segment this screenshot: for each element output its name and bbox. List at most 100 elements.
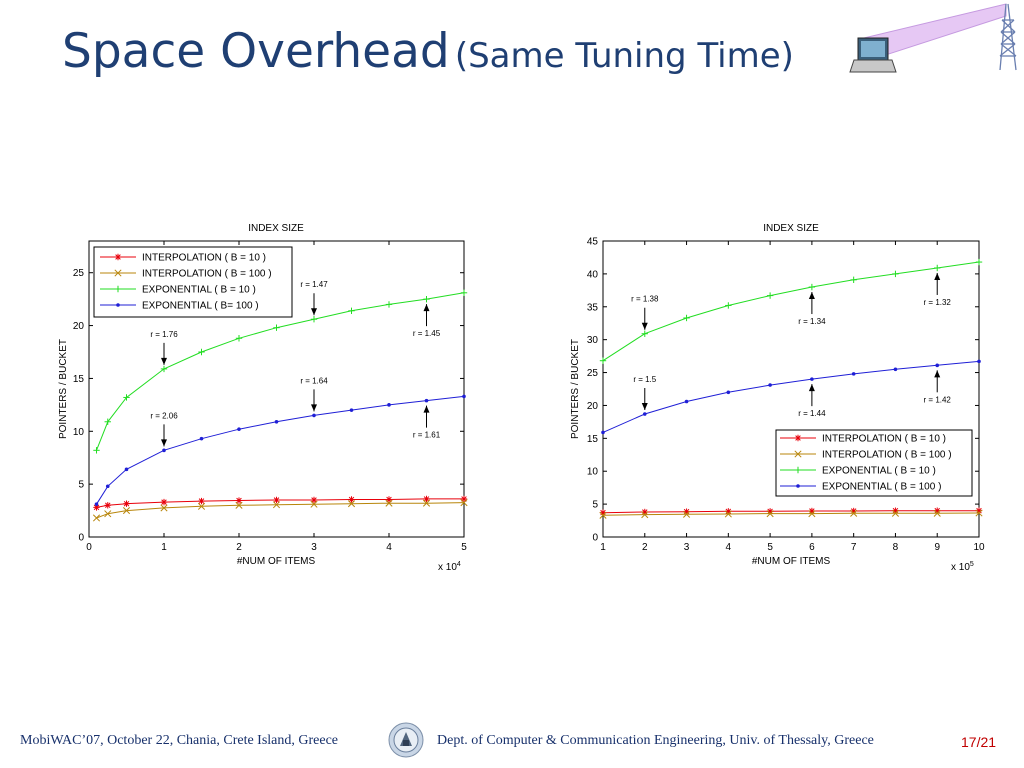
y-tick-label: 45 bbox=[587, 237, 599, 248]
data-point bbox=[850, 509, 858, 517]
x-tick-label: 8 bbox=[893, 542, 899, 553]
data-point bbox=[160, 504, 168, 512]
data-point bbox=[235, 501, 243, 509]
series-line bbox=[602, 512, 980, 516]
data-point bbox=[198, 348, 205, 356]
data-point bbox=[724, 510, 732, 518]
annotation-label: r = 1.44 bbox=[798, 409, 826, 418]
x-axis-label: #NUM OF ITEMS bbox=[237, 556, 316, 567]
x-tick-label: 4 bbox=[726, 542, 732, 553]
data-point bbox=[893, 367, 898, 372]
x-tick-label: 0 bbox=[86, 542, 92, 553]
annotation-arrowhead bbox=[641, 322, 648, 330]
y-tick-label: 40 bbox=[587, 269, 599, 280]
data-point bbox=[123, 394, 130, 401]
annotation-arrowhead bbox=[161, 439, 167, 447]
annotation-arrowhead bbox=[641, 402, 648, 410]
legend-entry: INTERPOLATION ( B = 10 ) bbox=[780, 434, 946, 445]
annotation-label: r = 1.32 bbox=[924, 298, 952, 307]
data-point bbox=[642, 412, 647, 416]
y-tick-label: 20 bbox=[587, 401, 599, 412]
series-x bbox=[599, 509, 983, 519]
data-point bbox=[310, 496, 318, 504]
slide-title: Space Overhead (Same Tuning Time) bbox=[62, 24, 794, 79]
x-tick-label: 10 bbox=[973, 542, 985, 553]
legend-entry: EXPONENTIAL ( B = 100 ) bbox=[780, 482, 941, 493]
annotation: r = 1.47 bbox=[300, 280, 328, 316]
legend-entry: EXPONENTIAL ( B = 10 ) bbox=[780, 466, 936, 477]
annotation: r = 1.34 bbox=[798, 292, 826, 326]
data-point bbox=[725, 302, 732, 309]
data-point bbox=[310, 500, 318, 508]
data-point bbox=[794, 434, 802, 442]
data-point bbox=[975, 258, 983, 266]
data-point bbox=[93, 447, 100, 454]
data-point bbox=[975, 509, 983, 517]
legend: INTERPOLATION ( B = 10 ) INTERPOLATION ( … bbox=[775, 429, 973, 497]
legend-entry: INTERPOLATION ( B = 100 ) bbox=[780, 450, 952, 461]
chart-title: INDEX SIZE bbox=[248, 223, 304, 234]
x-tick-label: 6 bbox=[809, 542, 815, 553]
data-point bbox=[235, 497, 243, 504]
data-point bbox=[235, 335, 243, 342]
legend-label: EXPONENTIAL ( B= 100 ) bbox=[142, 301, 259, 312]
annotation: r = 1.61 bbox=[413, 405, 441, 440]
data-point bbox=[460, 289, 468, 296]
data-point bbox=[116, 303, 120, 307]
y-tick-label: 30 bbox=[587, 335, 599, 346]
data-point bbox=[387, 403, 391, 407]
data-point bbox=[891, 509, 899, 517]
annotation-label: r = 1.5 bbox=[633, 375, 656, 384]
x-tick-label: 1 bbox=[161, 542, 167, 553]
data-point bbox=[599, 357, 607, 364]
data-point bbox=[160, 365, 168, 373]
x-tick-label: 7 bbox=[851, 542, 857, 553]
wireless-decoration bbox=[849, 3, 1017, 73]
annotation-label: r = 1.61 bbox=[413, 431, 441, 440]
laptop-icon bbox=[849, 37, 897, 73]
data-point bbox=[272, 501, 281, 509]
chart-title: INDEX SIZE bbox=[763, 223, 819, 234]
data-point bbox=[273, 496, 280, 504]
annotation-arrowhead bbox=[311, 308, 317, 316]
data-point bbox=[423, 295, 430, 303]
annotation: r = 1.32 bbox=[924, 272, 952, 307]
annotation-arrowhead bbox=[808, 292, 815, 300]
y-tick-label: 25 bbox=[587, 368, 599, 379]
data-point bbox=[310, 316, 318, 323]
data-point bbox=[460, 499, 468, 507]
data-point bbox=[348, 496, 355, 503]
data-point bbox=[197, 502, 206, 510]
slide-title-main: Space Overhead bbox=[62, 24, 450, 79]
data-point bbox=[766, 510, 774, 518]
data-point bbox=[349, 408, 354, 412]
annotation-label: r = 1.47 bbox=[300, 280, 328, 289]
data-point bbox=[808, 283, 816, 291]
data-point bbox=[273, 324, 280, 331]
annotation-label: r = 1.76 bbox=[150, 330, 178, 339]
antenna-tower-icon bbox=[999, 3, 1017, 71]
data-point bbox=[851, 372, 856, 376]
slide-title-subtitle: (Same Tuning Time) bbox=[454, 36, 794, 76]
data-point bbox=[348, 307, 355, 314]
data-point bbox=[768, 383, 772, 387]
y-tick-label: 10 bbox=[73, 427, 85, 438]
data-point bbox=[114, 285, 122, 293]
data-point bbox=[933, 509, 941, 517]
data-point bbox=[424, 398, 429, 403]
legend-label: EXPONENTIAL ( B = 10 ) bbox=[822, 466, 936, 477]
data-point bbox=[347, 500, 356, 508]
data-point bbox=[385, 301, 393, 308]
annotation-label: r = 1.34 bbox=[798, 317, 826, 326]
y-tick-label: 0 bbox=[78, 533, 84, 544]
chart-right: INDEX SIZE 1 2 3 4 5 6 7 8 9 10051015202530354045… bbox=[570, 223, 985, 573]
annotation: r = 1.5 bbox=[633, 375, 657, 410]
y-tick-label: 20 bbox=[73, 321, 85, 332]
data-point bbox=[198, 497, 205, 505]
y-tick-label: 5 bbox=[592, 500, 598, 511]
data-point bbox=[684, 399, 689, 404]
annotation-label: r = 1.45 bbox=[413, 329, 441, 338]
data-point bbox=[312, 413, 316, 418]
series-line bbox=[96, 395, 465, 505]
series-line bbox=[602, 261, 980, 362]
